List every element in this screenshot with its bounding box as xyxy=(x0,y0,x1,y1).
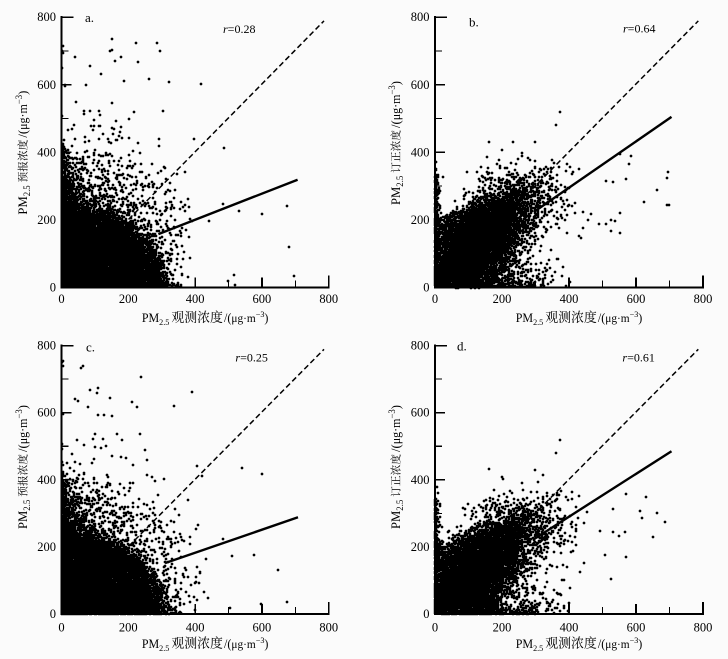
svg-text:200: 200 xyxy=(37,540,56,554)
svg-text:−3: −3 xyxy=(14,94,24,104)
svg-text:2.5: 2.5 xyxy=(22,185,32,197)
svg-text:400: 400 xyxy=(186,620,205,634)
svg-text:μg·m: μg·m xyxy=(231,638,255,651)
svg-text:600: 600 xyxy=(37,406,56,420)
svg-text:μg·m: μg·m xyxy=(389,94,403,120)
svg-text:200: 200 xyxy=(493,620,512,634)
svg-text:/(: /( xyxy=(16,444,30,452)
svg-text:800: 800 xyxy=(411,339,430,353)
svg-text:0: 0 xyxy=(58,620,64,634)
svg-text:400: 400 xyxy=(560,292,579,306)
svg-text:200: 200 xyxy=(411,540,430,554)
svg-text:μg·m: μg·m xyxy=(16,104,30,130)
svg-text:800: 800 xyxy=(37,339,56,353)
svg-text:800: 800 xyxy=(694,620,713,634)
svg-text:0: 0 xyxy=(58,292,64,306)
svg-text:/(: /( xyxy=(598,636,605,650)
svg-text:600: 600 xyxy=(411,78,430,92)
svg-text:2.5: 2.5 xyxy=(395,499,405,511)
svg-text:600: 600 xyxy=(253,620,272,634)
svg-text:c.: c. xyxy=(86,340,95,355)
svg-text:−3: −3 xyxy=(387,409,397,419)
svg-text:b.: b. xyxy=(469,14,479,29)
svg-text:PM: PM xyxy=(142,311,159,325)
svg-text:r=0.25: r=0.25 xyxy=(235,351,267,365)
svg-text:2.5: 2.5 xyxy=(159,318,169,327)
svg-text:μg·m: μg·m xyxy=(231,312,255,325)
svg-text:−3: −3 xyxy=(630,636,639,645)
svg-text:PM: PM xyxy=(142,636,159,650)
svg-text:/(: /( xyxy=(598,311,605,325)
svg-text:−3: −3 xyxy=(256,636,265,645)
svg-text:/(: /( xyxy=(389,444,403,452)
svg-text:r=0.61: r=0.61 xyxy=(622,351,654,365)
svg-text:200: 200 xyxy=(411,213,430,227)
svg-text:400: 400 xyxy=(411,145,430,159)
svg-text:400: 400 xyxy=(37,473,56,487)
svg-text:PM: PM xyxy=(16,510,30,529)
svg-text:0: 0 xyxy=(432,292,438,306)
svg-text:PM: PM xyxy=(389,186,403,205)
svg-text:): ) xyxy=(264,636,268,650)
svg-text:800: 800 xyxy=(319,292,338,306)
svg-text:/(: /( xyxy=(389,120,403,128)
svg-text:2.5: 2.5 xyxy=(159,644,169,653)
svg-text:800: 800 xyxy=(411,10,430,24)
svg-text:2.5: 2.5 xyxy=(22,499,32,511)
svg-text:a.: a. xyxy=(85,10,94,25)
svg-text:): ) xyxy=(638,311,642,325)
svg-text:μg·m: μg·m xyxy=(605,312,629,325)
svg-text:): ) xyxy=(264,311,268,325)
svg-text:/(: /( xyxy=(16,130,30,138)
svg-text:/(: /( xyxy=(224,311,231,325)
svg-text:/(: /( xyxy=(224,636,231,650)
svg-text:PM: PM xyxy=(16,196,30,215)
svg-text:400: 400 xyxy=(37,145,56,159)
svg-text:200: 200 xyxy=(119,292,138,306)
svg-text:): ) xyxy=(638,636,642,650)
svg-text:0: 0 xyxy=(423,607,429,621)
svg-text:600: 600 xyxy=(627,620,646,634)
svg-text:0: 0 xyxy=(50,281,56,295)
svg-text:2.5: 2.5 xyxy=(395,175,405,187)
svg-text:0: 0 xyxy=(50,607,56,621)
svg-text:0: 0 xyxy=(432,620,438,634)
svg-text:PM: PM xyxy=(516,311,533,325)
svg-text:800: 800 xyxy=(694,292,713,306)
svg-text:200: 200 xyxy=(37,213,56,227)
svg-text:800: 800 xyxy=(319,620,338,634)
svg-text:): ) xyxy=(389,81,403,85)
svg-text:): ) xyxy=(389,405,403,409)
svg-text:−3: −3 xyxy=(14,409,24,419)
svg-text:400: 400 xyxy=(186,292,205,306)
svg-text:r=0.28: r=0.28 xyxy=(223,22,255,36)
svg-text:600: 600 xyxy=(37,78,56,92)
svg-text:μg·m: μg·m xyxy=(605,638,629,651)
svg-text:−3: −3 xyxy=(387,85,397,95)
svg-text:600: 600 xyxy=(411,406,430,420)
svg-text:200: 200 xyxy=(493,292,512,306)
svg-text:PM: PM xyxy=(516,636,533,650)
svg-text:): ) xyxy=(16,405,30,409)
svg-text:μg·m: μg·m xyxy=(389,418,403,444)
svg-text:600: 600 xyxy=(627,292,646,306)
svg-text:400: 400 xyxy=(560,620,579,634)
svg-text:): ) xyxy=(16,91,30,95)
svg-text:2.5: 2.5 xyxy=(533,644,543,653)
svg-text:400: 400 xyxy=(411,473,430,487)
svg-text:−3: −3 xyxy=(256,310,265,319)
svg-text:2.5: 2.5 xyxy=(533,318,543,327)
svg-text:d.: d. xyxy=(457,339,467,354)
svg-text:0: 0 xyxy=(423,281,429,295)
svg-text:r=0.64: r=0.64 xyxy=(623,22,655,36)
svg-text:200: 200 xyxy=(119,620,138,634)
svg-text:600: 600 xyxy=(253,292,272,306)
svg-text:−3: −3 xyxy=(630,310,639,319)
svg-text:μg·m: μg·m xyxy=(16,418,30,444)
svg-text:800: 800 xyxy=(37,10,56,24)
svg-text:PM: PM xyxy=(389,510,403,529)
